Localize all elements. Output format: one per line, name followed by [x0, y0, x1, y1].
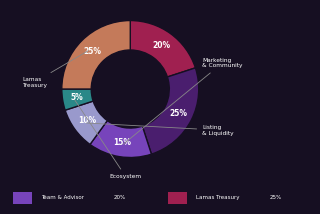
Text: 25%: 25% [83, 46, 101, 55]
Wedge shape [130, 21, 196, 77]
Text: 20%: 20% [114, 195, 126, 200]
Text: 20%: 20% [153, 41, 171, 50]
Text: Lamas
Treasury: Lamas Treasury [22, 51, 88, 88]
Text: 25%: 25% [269, 195, 281, 200]
Text: Team & Advisor: Team & Advisor [41, 195, 84, 200]
Text: 15%: 15% [113, 138, 131, 147]
Wedge shape [62, 89, 93, 110]
Text: 5%: 5% [71, 93, 84, 102]
Text: Ecosystem: Ecosystem [75, 100, 142, 179]
Text: Lamas Treasury: Lamas Treasury [196, 195, 240, 200]
Wedge shape [65, 101, 107, 144]
Text: Listing
& Liquidity: Listing & Liquidity [86, 123, 234, 135]
Text: 25%: 25% [169, 109, 187, 118]
Wedge shape [90, 121, 151, 158]
FancyBboxPatch shape [13, 192, 32, 204]
FancyBboxPatch shape [168, 192, 187, 204]
Text: Marketing
& Community: Marketing & Community [124, 58, 243, 144]
Text: 10%: 10% [78, 116, 96, 125]
Wedge shape [142, 68, 199, 154]
Wedge shape [62, 21, 130, 89]
